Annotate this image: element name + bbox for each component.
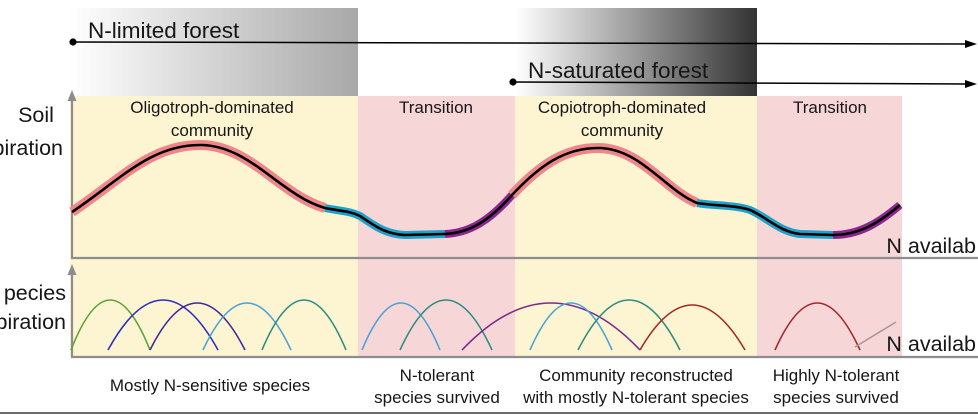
phase-title-copiotroph-line-2: community: [581, 121, 664, 140]
phase-title-copiotroph-line-1: Copiotroph-dominated: [538, 98, 706, 117]
phase-title-transition-2: Transition: [793, 98, 867, 117]
soil-x-axis-label: N availab: [886, 234, 976, 258]
n-saturated-arrow-shaft: [512, 81, 968, 85]
phase-caption-oligotroph: Mostly N-sensitive species: [110, 376, 310, 395]
phase-caption-transition-1-line-1: N-tolerant: [400, 366, 475, 385]
species-curve-11: [639, 304, 746, 351]
species-curve-7: [399, 299, 493, 351]
phase-title-transition-1: Transition: [399, 98, 473, 117]
species-y-axis-label-line-2: piration: [0, 310, 66, 334]
phase-background-oligotroph: [70, 96, 358, 357]
phase-title-oligotroph-line-1: Oligotroph-dominated: [130, 98, 293, 117]
soil-y-axis-label-line-2: piration: [0, 136, 63, 160]
species-x-axis-label: N availab: [886, 332, 976, 356]
species-y-axis-arrowhead-icon: [67, 264, 77, 275]
phase-title-oligotroph-line-2: community: [171, 121, 254, 140]
soil-respiration-axes: [67, 90, 978, 260]
phase-caption-transition-2-line-2: species survived: [773, 388, 899, 407]
n-limited-arrow-shaft: [72, 41, 968, 45]
species-respiration-axes: [67, 264, 978, 359]
soil-y-axis-label-line-1: Soil: [18, 103, 54, 127]
phase-background-copiotroph: [515, 96, 757, 357]
species-respiration-curves: [70, 299, 897, 351]
n-saturated-forest-label: N-saturated forest: [528, 58, 709, 83]
soil-respiration-curve: [69, 140, 903, 239]
n-limited-forest-band: [70, 8, 358, 96]
phase-caption-copiotroph-line-1: Community reconstructed: [539, 366, 733, 385]
n-saturated-forest-arrow: [509, 78, 977, 88]
species-curve-13: [854, 321, 897, 348]
phase-caption-transition-2-line-1: Highly N-tolerant: [773, 366, 900, 385]
soil-curve-line: [71, 143, 901, 237]
species-curve-5: [261, 299, 347, 351]
species-curve-6: [361, 302, 441, 351]
soil-y-axis-arrowhead-icon: [67, 90, 77, 101]
species-curve-1: [70, 299, 151, 351]
phase-caption-copiotroph-line-2: with mostly N-tolerant species: [522, 388, 749, 407]
species-curve-3: [149, 302, 246, 351]
n-limited-arrowhead-icon: [965, 40, 977, 48]
species-curve-4: [202, 302, 292, 351]
n-limited-forest-arrow: [69, 38, 977, 48]
n-limited-forest-label: N-limited forest: [88, 18, 240, 43]
species-curve-12: [774, 302, 861, 351]
species-curve-8: [461, 302, 641, 351]
phase-backgrounds: [70, 96, 902, 357]
n-saturated-forest-band: [516, 8, 757, 96]
n-saturated-arrowhead-icon: [965, 80, 977, 88]
species-curve-2: [107, 299, 219, 351]
phase-caption-transition-1-line-2: species survived: [374, 388, 500, 407]
species-curve-9: [529, 302, 613, 351]
species-curve-10: [577, 299, 681, 351]
species-y-axis-label-line-1: pecies: [4, 281, 66, 305]
